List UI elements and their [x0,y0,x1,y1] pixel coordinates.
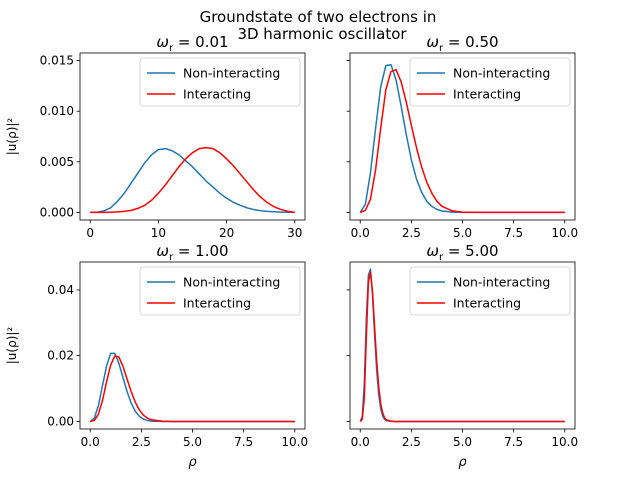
x-tick-label: 0.0 [351,435,370,449]
figure-suptitle-line1: Groundstate of two electrons in [200,8,437,26]
title-subscript: r [169,252,174,263]
subplot-3: ωr = 1.00 0.0 2.5 5.0 7.5 10.0 0.00 0.02 0.04 |u(… [5,242,308,470]
title-symbol: ω [156,33,169,51]
y-axis-label: |u(ρ)|² [5,118,19,156]
subplot-grid: ωr = 0.010 10 20 300.0000.0050.0100.015|u(ρ… [5,33,578,470]
x-tick-label: 0 [86,226,94,240]
subplot-title: ωr = 1.00 [156,242,228,263]
series-line-interacting [90,355,295,423]
x-tick-label: 5.0 [453,435,472,449]
y-tick-label: 0.005 [40,155,74,169]
subplot-1: ωr = 0.01 0 10 20 30 0.000 0.005 0.010 0.015 |u(ρ… [5,33,306,240]
series-line-non-interacting [359,63,565,214]
x-tick-label: 10.0 [551,226,578,240]
series-line-interacting [359,68,565,214]
x-axis-label: ρ [458,455,467,470]
x-tick-label: 10 [151,226,166,240]
legend-label-interacting: Interacting [183,87,251,102]
y-tick-label: 0.015 [40,54,74,68]
title-symbol: ω [426,33,439,51]
legend-box [139,266,301,316]
series-line-interacting [90,146,295,214]
x-axis-label: ρ [188,455,197,470]
y-tick-label: 0.02 [47,349,74,363]
x-tick-label: 0.0 [351,226,370,240]
y-tick-label: 0.000 [40,205,74,219]
title-subscript: r [169,43,174,54]
legend-label-interacting: Interacting [183,296,251,311]
title-symbol: ω [426,242,439,260]
title-subscript: r [439,43,444,54]
title-value: = 5.00 [443,242,499,260]
y-tick-label: 0.00 [47,414,74,428]
subplot-4: ωr = 5.00 0.0 2.5 5.0 7.5 10.0 ρ Non-interactin… [346,242,578,470]
subplot-title: ωr = 5.00 [426,242,498,263]
legend: Non-interacting Interacting [139,266,301,316]
title-symbol: ω [156,242,169,260]
x-tick-label: 0.0 [81,435,100,449]
x-tick-label: 2.5 [402,226,421,240]
legend: Non-interacting Interacting [139,57,301,107]
title-subscript: r [439,252,444,263]
legend-box [409,266,571,316]
legend-label-non-interacting: Non-interacting [183,275,280,290]
legend: Non-interacting Interacting [409,57,571,107]
x-tick-label: 5.0 [183,435,202,449]
title-value: = 0.50 [443,33,499,51]
legend-label-non-interacting: Non-interacting [183,66,280,81]
legend: Non-interacting Interacting [409,266,571,316]
x-tick-label: 20 [219,226,234,240]
legend-label-non-interacting: Non-interacting [453,66,550,81]
subplot-title: ωr = 0.01 [156,33,228,54]
x-tick-label: 2.5 [402,435,421,449]
y-tick-label: 0.04 [47,283,74,297]
y-tick-label: 0.010 [40,104,74,118]
legend-label-interacting: Interacting [453,87,521,102]
x-tick-label: 7.5 [504,435,523,449]
title-value: = 1.00 [173,242,229,260]
series-line-interacting [359,271,565,423]
x-tick-label: 30 [287,226,302,240]
x-tick-label: 2.5 [132,435,151,449]
title-value: = 0.01 [173,33,229,51]
legend-box [409,57,571,107]
y-axis-label: |u(ρ)|² [5,327,19,365]
subplot-title: ωr = 0.50 [426,33,498,54]
axes-frame [79,52,306,221]
x-tick-label: 7.5 [504,226,523,240]
subplot-2: ωr = 0.50 0.0 2.5 5.0 7.5 10.0 Non-interacting… [346,33,578,240]
x-tick-label: 7.5 [234,435,253,449]
legend-label-non-interacting: Non-interacting [453,275,550,290]
figure-suptitle-line2: 3D harmonic oscillator [237,25,407,43]
series-line-non-interacting [90,147,295,214]
x-tick-label: 5.0 [453,226,472,240]
legend-label-interacting: Interacting [453,296,521,311]
x-tick-label: 10.0 [551,435,578,449]
legend-box [139,57,301,107]
x-tick-label: 10.0 [281,435,308,449]
